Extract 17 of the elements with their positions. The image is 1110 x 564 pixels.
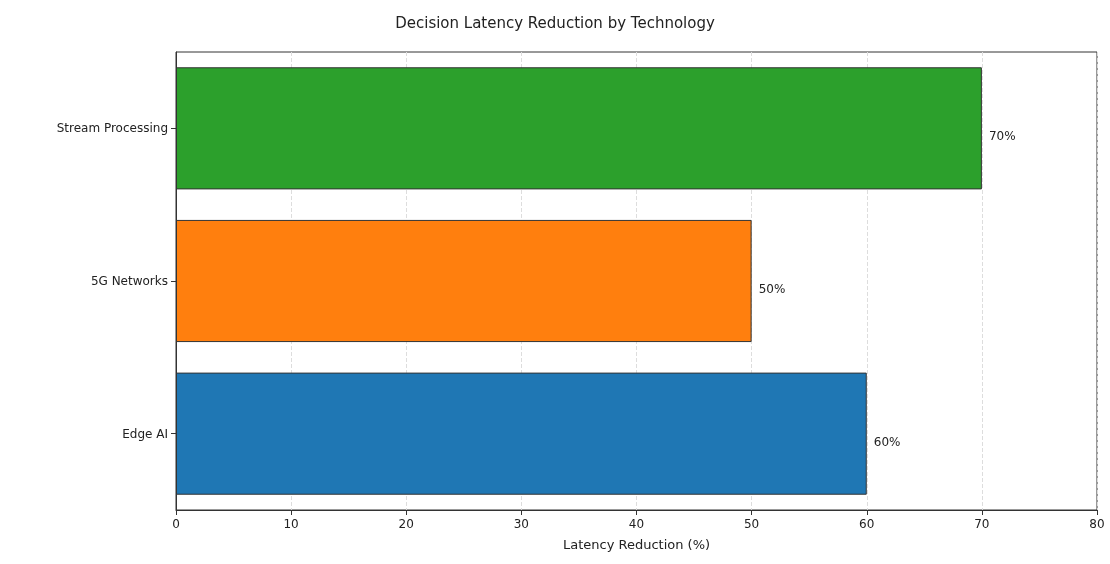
- y-tick-label: 5G Networks: [90, 274, 168, 288]
- x-tick-label: 80: [1089, 517, 1105, 531]
- data-label: 50%: [758, 282, 786, 296]
- x-tick-label: 70: [974, 517, 990, 531]
- data-label: 60%: [873, 434, 901, 449]
- x-axis-title: Latency Reduction (%): [562, 537, 711, 552]
- x-tick-label: 40: [628, 517, 645, 531]
- data-label: 70%: [988, 129, 1016, 144]
- y-tick-label: Edge AI: [122, 426, 168, 441]
- x-tick-label: 30: [513, 517, 530, 531]
- x-tick-label: 10: [283, 517, 299, 531]
- x-tick-label: 60: [859, 517, 875, 531]
- y-tick-label: Stream Processing: [56, 121, 168, 136]
- chart-title: Decision Latency Reduction by Technology: [395, 13, 715, 32]
- x-tick-label: 0: [172, 517, 180, 531]
- x-tick-label: 20: [398, 517, 414, 531]
- x-tick-label: 50: [743, 517, 760, 531]
